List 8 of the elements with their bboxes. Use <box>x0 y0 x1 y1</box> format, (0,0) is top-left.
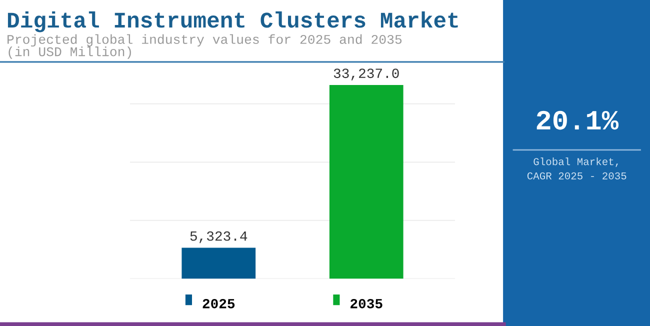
data-label: 33,237.0 <box>334 68 399 80</box>
x-tick-label: 2025 <box>202 298 235 308</box>
x-tick-label: 2035 <box>350 298 382 308</box>
chart-subtitle: Projected global industry values for 2025 and 2035 (in USD Million) <box>8 34 402 59</box>
text: 20.1% <box>536 110 619 130</box>
text: Global Market, CAGR 2025 - 2035 <box>527 158 626 180</box>
data-label: 5,323.4 <box>190 231 248 244</box>
chart-title: Digital Instrument Clusters Market <box>8 11 458 32</box>
